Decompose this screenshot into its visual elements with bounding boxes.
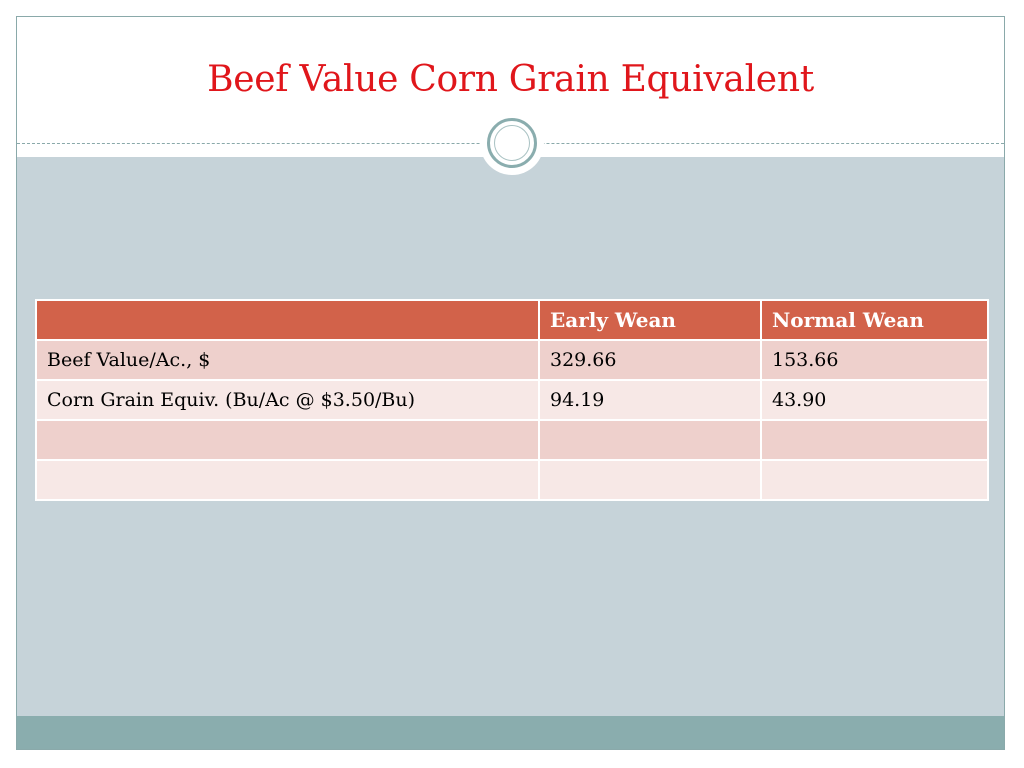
early-wean-cell: 329.66 bbox=[538, 339, 762, 381]
ornament-ring bbox=[487, 118, 537, 168]
circle-ornament-icon bbox=[480, 111, 544, 175]
header-cell-normal-wean: Normal Wean bbox=[760, 299, 989, 341]
table-row bbox=[35, 419, 989, 461]
footer-bar bbox=[17, 716, 1004, 749]
row-label-cell bbox=[35, 459, 540, 501]
table-row: Corn Grain Equiv. (Bu/Ac @ $3.50/Bu) 94.… bbox=[35, 379, 989, 421]
table-row bbox=[35, 459, 989, 501]
header-cell-label bbox=[35, 299, 540, 341]
normal-wean-cell: 43.90 bbox=[760, 379, 989, 421]
data-table: Early Wean Normal Wean Beef Value/Ac., $… bbox=[35, 299, 989, 501]
early-wean-cell bbox=[538, 459, 762, 501]
normal-wean-cell: 153.66 bbox=[760, 339, 989, 381]
table-row: Beef Value/Ac., $ 329.66 153.66 bbox=[35, 339, 989, 381]
normal-wean-cell bbox=[760, 419, 989, 461]
row-label-cell: Beef Value/Ac., $ bbox=[35, 339, 540, 381]
ornament-inner-ring bbox=[494, 125, 530, 161]
early-wean-cell: 94.19 bbox=[538, 379, 762, 421]
row-label-cell bbox=[35, 419, 540, 461]
table-header-row: Early Wean Normal Wean bbox=[35, 299, 989, 341]
slide-title: Beef Value Corn Grain Equivalent bbox=[207, 59, 814, 100]
row-label-cell: Corn Grain Equiv. (Bu/Ac @ $3.50/Bu) bbox=[35, 379, 540, 421]
slide-frame: Beef Value Corn Grain Equivalent Early W… bbox=[16, 16, 1005, 750]
normal-wean-cell bbox=[760, 459, 989, 501]
header-cell-early-wean: Early Wean bbox=[538, 299, 762, 341]
early-wean-cell bbox=[538, 419, 762, 461]
